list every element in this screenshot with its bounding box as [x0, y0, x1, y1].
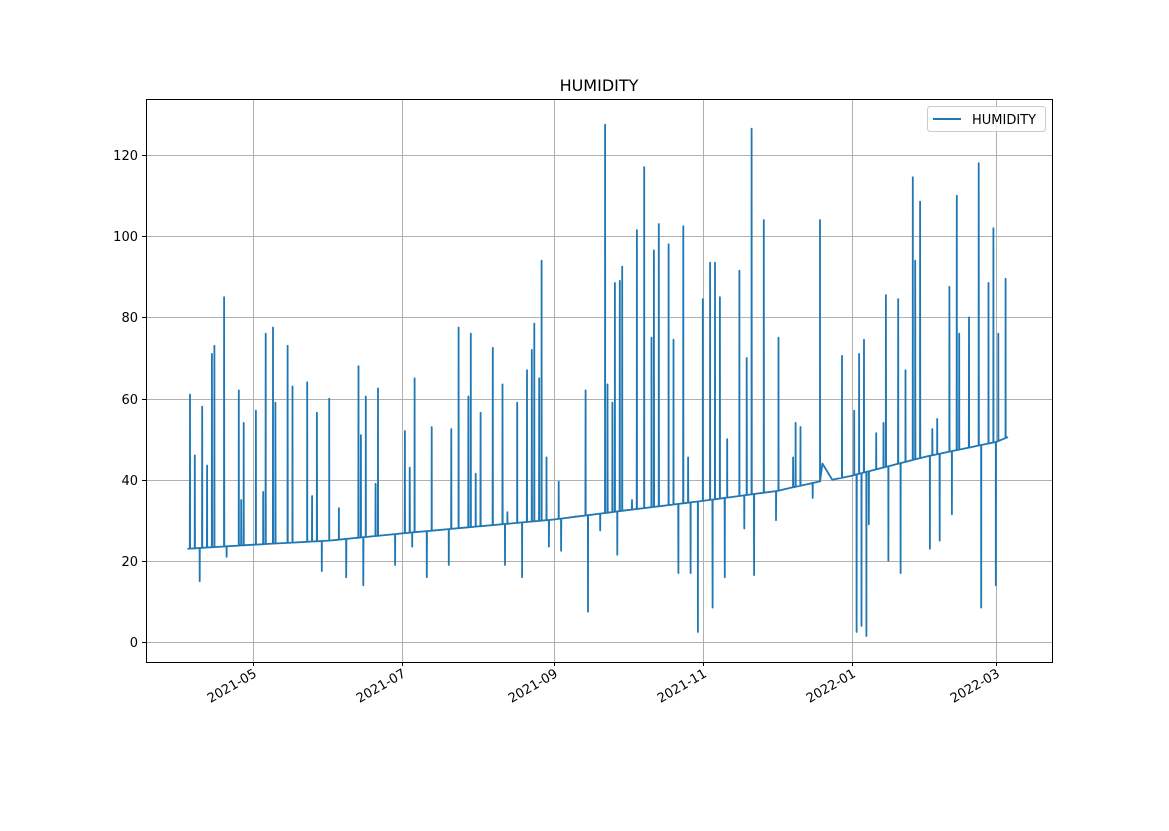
axes-frame — [146, 99, 1053, 663]
plot-area — [187, 123, 1009, 637]
chart-title: HUMIDITY — [560, 76, 639, 95]
legend: HUMIDITY — [927, 106, 1046, 132]
y-tick-label: 0 — [130, 636, 138, 651]
legend-label: HUMIDITY — [972, 113, 1036, 128]
series-line-humidity — [187, 123, 1009, 637]
grid — [146, 99, 1052, 662]
y-tick-label: 100 — [113, 230, 138, 245]
y-tick-label: 80 — [121, 311, 138, 326]
y-tick-label: 20 — [121, 555, 138, 570]
y-tick-label: 120 — [113, 149, 138, 164]
legend-box — [927, 106, 1046, 132]
y-tick-label: 40 — [121, 474, 138, 489]
y-tick-label: 60 — [121, 393, 138, 408]
